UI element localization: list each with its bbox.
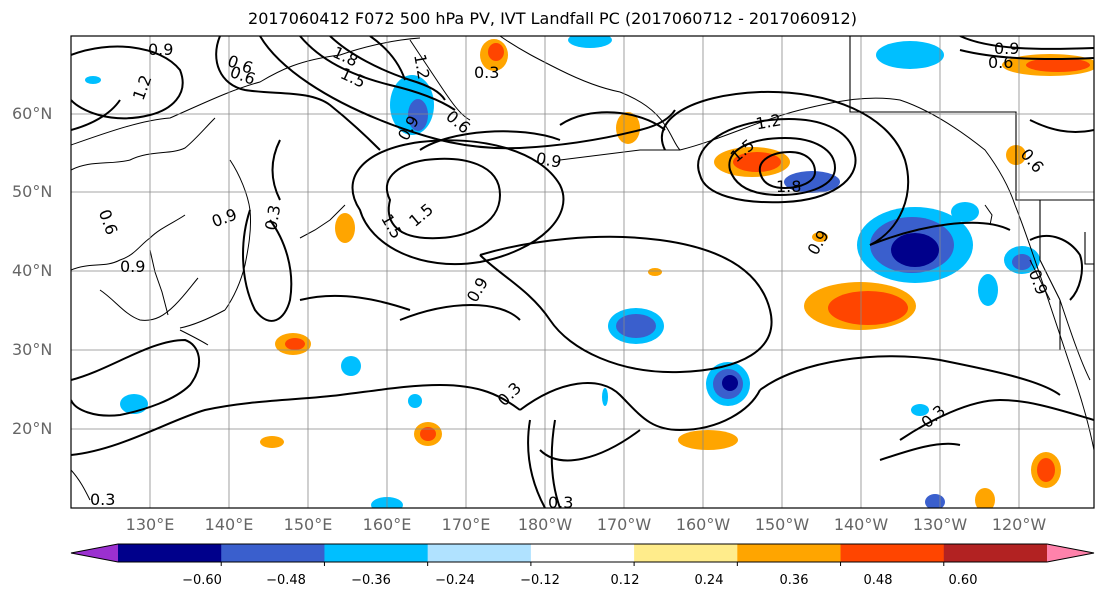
colorbar	[70, 543, 1095, 566]
contour-label: 0.9	[535, 149, 563, 172]
shade-negative	[891, 233, 939, 267]
shade-positive	[616, 112, 640, 144]
colorbar-outline	[70, 543, 1095, 563]
contour-label: 0.9	[463, 274, 492, 306]
colorbar-segment	[634, 544, 738, 562]
shade-positive	[1026, 58, 1090, 72]
lon-label: 180°W	[517, 515, 573, 534]
colorbar-segment	[737, 544, 842, 562]
ivt-shading	[85, 36, 1094, 508]
lat-label: 40°N	[12, 261, 53, 280]
contour-label: 0.9	[994, 39, 1019, 58]
shade-positive	[335, 213, 355, 243]
contour-label: 1.2	[129, 72, 156, 102]
shade-negative	[911, 404, 929, 416]
contour-label: 0.6	[95, 207, 122, 237]
lon-label: 140°W	[833, 515, 889, 534]
lon-label: 130°E	[125, 515, 175, 534]
contour-label: 1.5	[377, 211, 406, 243]
colorbar-tick-label: −0.48	[266, 573, 306, 588]
shade-negative	[616, 314, 656, 338]
lon-label: 140°E	[204, 515, 254, 534]
shade-negative	[602, 388, 608, 406]
lon-label: 130°W	[912, 515, 968, 534]
colorbar-tick-label: 0.48	[863, 573, 893, 588]
colorbar-tick-label: −0.24	[435, 573, 475, 588]
shade-negative	[85, 76, 101, 84]
lon-label: 160°E	[362, 515, 412, 534]
lat-label: 30°N	[12, 340, 53, 359]
shade-negative	[408, 99, 428, 131]
pv-contours	[71, 36, 1094, 508]
colorbar-extension-low	[71, 544, 118, 562]
shade-positive	[1037, 458, 1055, 482]
contour-label: 0.9	[148, 40, 173, 59]
colorbar-extension-high	[1047, 544, 1094, 562]
shade-negative	[722, 375, 738, 391]
lon-label: 170°E	[441, 515, 491, 534]
shade-positive	[812, 232, 828, 242]
lat-label: 20°N	[12, 419, 53, 438]
shade-negative	[978, 274, 998, 306]
colorbar-tick-label: −0.60	[182, 573, 222, 588]
colorbar-segment	[530, 544, 635, 562]
map-title: 2017060412 F072 500 hPa PV, IVT Landfall…	[248, 9, 857, 28]
borders	[849, 36, 1094, 350]
contour-label: 0.9	[120, 257, 145, 276]
shade-negative	[1012, 254, 1032, 270]
contour-label: 1.8	[776, 177, 801, 196]
colorbar-tick-label: −0.36	[351, 573, 391, 588]
contour-label: 0.9	[209, 205, 239, 232]
shade-negative	[408, 394, 422, 408]
colorbar-tick-label: 0.24	[694, 573, 724, 588]
shade-positive	[975, 488, 995, 508]
shade-negative	[951, 202, 979, 222]
shade-negative	[876, 41, 944, 69]
contour-label: 0.3	[90, 490, 115, 509]
coastlines	[71, 36, 1094, 501]
shade-positive	[648, 268, 662, 276]
contour-label: 0.6	[988, 53, 1013, 72]
colorbar-tick-label: 0.60	[948, 573, 978, 588]
lon-label: 150°W	[754, 515, 810, 534]
shade-negative	[568, 36, 612, 48]
contour-label: 0.9	[1025, 267, 1052, 297]
contour-label: 1.2	[410, 52, 433, 80]
contour-label: 1.2	[754, 110, 782, 133]
gridlines	[71, 36, 1094, 508]
lon-label: 120°W	[991, 515, 1047, 534]
colorbar-segment	[427, 544, 532, 562]
colorbar-tick-label: 0.36	[779, 573, 809, 588]
contour-label: 1.5	[405, 200, 437, 231]
colorbar-segment	[221, 544, 325, 562]
contour-label: 0.3	[494, 378, 525, 409]
colorbar-segment	[324, 544, 429, 562]
lat-label: 60°N	[12, 104, 53, 123]
lon-label: 170°W	[596, 515, 652, 534]
contour-label: 0.3	[474, 63, 499, 82]
colorbar-tick-label: −0.12	[520, 573, 560, 588]
lon-label: 150°E	[283, 515, 333, 534]
shade-positive	[285, 338, 305, 350]
shade-positive	[260, 436, 284, 448]
shade-positive	[678, 430, 738, 450]
contour-label: 0.3	[261, 203, 284, 231]
shade-positive	[488, 43, 504, 61]
colorbar-tick-label: 0.12	[610, 573, 640, 588]
shade-positive	[828, 291, 908, 325]
map-frame	[70, 35, 1095, 509]
colorbar-segment	[840, 544, 945, 562]
colorbar-segment	[943, 544, 1048, 562]
lon-label: 160°W	[675, 515, 731, 534]
shade-negative	[341, 356, 361, 376]
shade-positive	[420, 427, 436, 441]
contour-label: 0.9	[804, 227, 833, 259]
lat-label: 50°N	[12, 182, 53, 201]
contour-label: 0.3	[548, 493, 573, 512]
colorbar-segment	[118, 544, 222, 562]
